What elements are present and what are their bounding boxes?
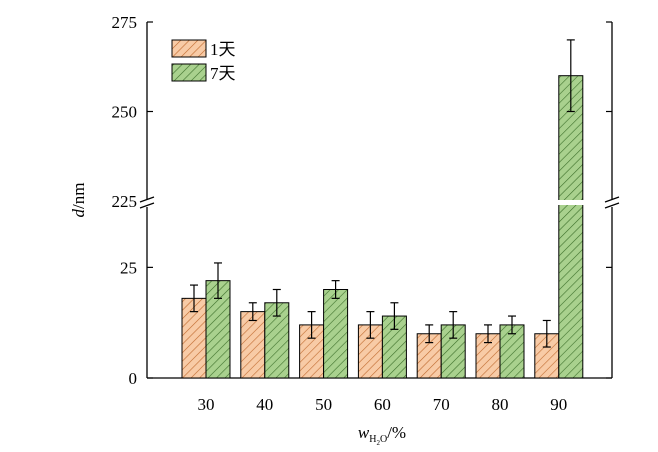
y-tick-label: 250 <box>112 103 138 122</box>
legend-label-day7: 7天 <box>210 64 236 83</box>
x-tick-label: 90 <box>550 395 567 414</box>
legend-swatch-day1 <box>171 39 207 58</box>
axis-break-mark-right <box>604 202 620 209</box>
y-tick-label: 275 <box>112 13 138 32</box>
y-axis-variable: d <box>69 208 88 217</box>
axis-break-mark-right <box>604 196 620 203</box>
axis-break-gap-left <box>139 199 155 207</box>
axis-break-gap-right <box>604 199 620 207</box>
x-axis-title: wH2O/% <box>358 423 406 447</box>
y-axis-unit: /nm <box>69 183 88 209</box>
axis-break-mark-left <box>139 202 155 209</box>
x-tick-label: 50 <box>315 395 332 414</box>
x-axis-variable: w <box>358 423 370 442</box>
y-tick-label: 25 <box>120 258 137 277</box>
x-axis-subscript-2: 2 <box>376 439 380 447</box>
legend-swatch-day7 <box>171 63 207 82</box>
y-tick-label: 225 <box>112 192 138 211</box>
axis-break-mark-left <box>139 196 155 203</box>
x-axis-unit: /% <box>387 423 406 442</box>
x-tick-label: 30 <box>198 395 215 414</box>
y-tick-label: 0 <box>129 369 138 388</box>
x-tick-label: 70 <box>433 395 450 414</box>
x-tick-label: 60 <box>374 395 391 414</box>
x-tick-label: 40 <box>256 395 273 414</box>
legend-label-day1: 1天 <box>210 40 236 59</box>
x-tick-label: 80 <box>492 395 509 414</box>
y-axis-title: d/nm <box>69 183 88 218</box>
x-axis-subscript-h: H <box>369 434 376 445</box>
bar-day7 <box>558 75 584 379</box>
bar-day7 <box>323 289 349 379</box>
bar-break-gap <box>557 200 584 205</box>
x-axis-subscript-o: O <box>380 434 387 445</box>
bar-day1 <box>240 311 266 379</box>
